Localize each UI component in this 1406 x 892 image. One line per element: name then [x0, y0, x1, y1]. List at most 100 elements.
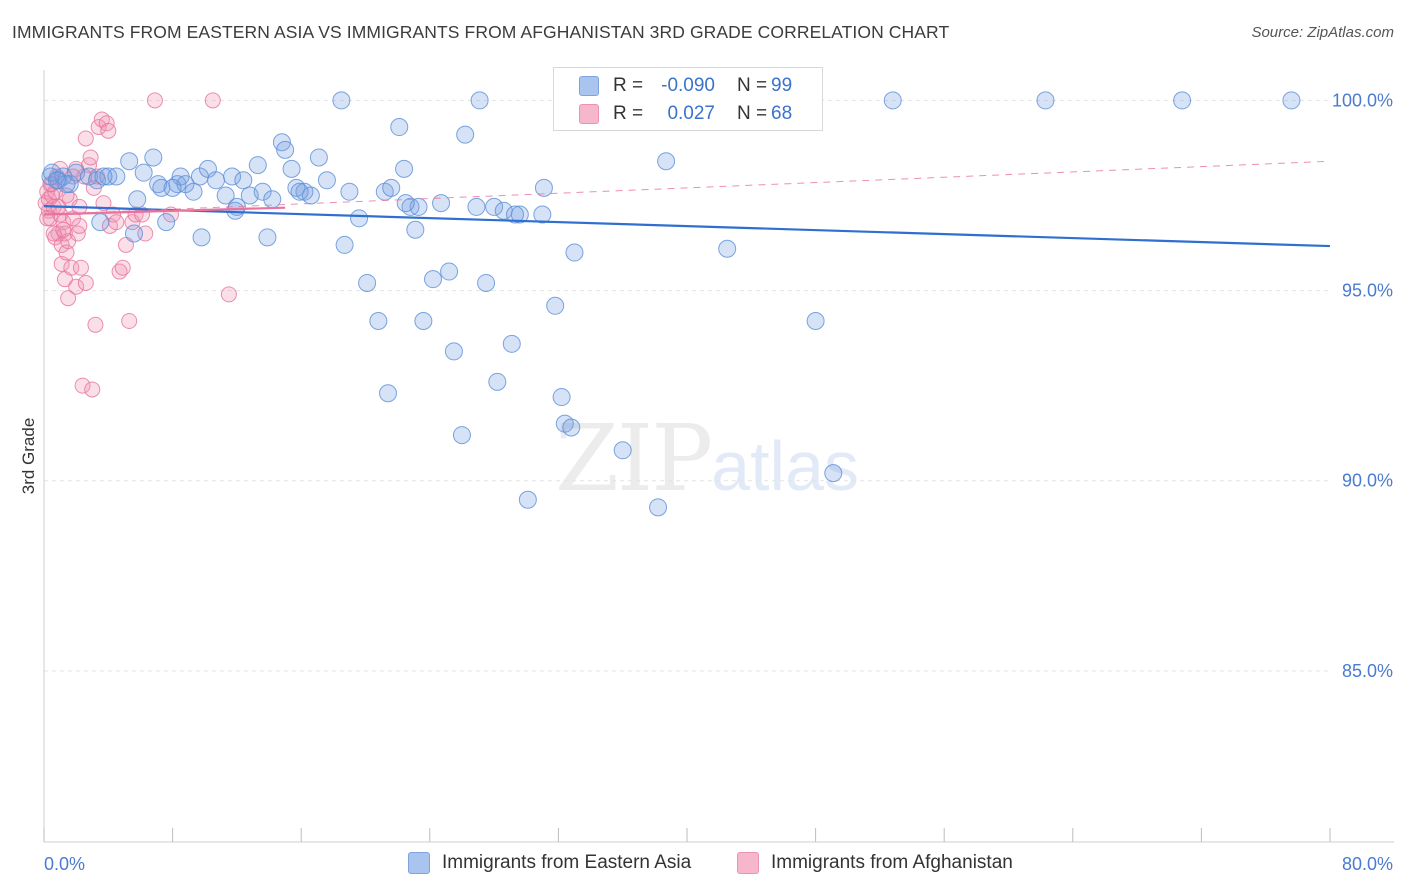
- eastern-asia-point: [414, 311, 433, 330]
- source-label: Source: ZipAtlas.com: [1251, 24, 1394, 41]
- legend-n-label: N =: [737, 75, 768, 96]
- afghanistan-point: [45, 225, 62, 242]
- eastern-asia-point: [163, 178, 182, 197]
- eastern-asia-point: [335, 235, 354, 254]
- eastern-asia-point: [382, 178, 401, 197]
- axis-labels: 85.0% 90.0% 95.0% 100.0% 0.0% 80.0% 3rd Grade: [19, 90, 1393, 874]
- afghanistan-point: [220, 286, 237, 303]
- eastern-asia-trend-line: [43, 205, 1331, 248]
- y-tick-label: 100.0%: [1332, 90, 1393, 110]
- afghanistan-points: [37, 92, 237, 398]
- afghanistan-point: [77, 130, 94, 147]
- eastern-asia-point: [649, 498, 668, 517]
- legend-swatch-blue: [579, 76, 599, 96]
- eastern-asia-point: [502, 334, 521, 353]
- afghanistan-point: [146, 92, 163, 109]
- bottom-legend-label: Immigrants from Eastern Asia: [442, 852, 692, 873]
- afghanistan-point: [60, 290, 77, 307]
- eastern-asia-point: [379, 384, 398, 403]
- watermark-atlas: atlas: [711, 427, 860, 505]
- eastern-asia-point: [718, 239, 737, 258]
- eastern-asia-points: [41, 91, 1301, 517]
- eastern-asia-point: [533, 205, 552, 224]
- watermark: ZIPatlas: [555, 405, 859, 512]
- afghanistan-point: [87, 316, 104, 333]
- eastern-asia-point: [406, 220, 425, 239]
- eastern-asia-point: [470, 91, 489, 110]
- eastern-asia-point: [488, 372, 507, 391]
- eastern-asia-point: [107, 167, 126, 186]
- eastern-asia-point: [505, 205, 524, 224]
- eastern-asia-point: [125, 224, 144, 243]
- afghanistan-point: [72, 259, 89, 276]
- afghanistan-point: [100, 122, 117, 139]
- trend-lines: [43, 160, 1331, 248]
- afghanistan-point: [204, 92, 221, 109]
- eastern-asia-point: [350, 209, 369, 228]
- eastern-asia-point: [562, 418, 581, 437]
- afghanistan-point: [108, 214, 125, 231]
- legend-row-afghanistan: R = 0.027 N = 68: [554, 101, 792, 127]
- afghanistan-point: [82, 149, 99, 166]
- afghanistan-point: [114, 259, 131, 276]
- eastern-asia-point: [510, 205, 529, 224]
- afghanistan-trend-line-extended: [43, 160, 1331, 216]
- eastern-asia-point: [424, 270, 443, 289]
- chart-title: IMMIGRANTS FROM EASTERN ASIA VS IMMIGRAN…: [12, 22, 950, 42]
- bottom-legend-afghanistan: Immigrants from Afghanistan: [737, 852, 1013, 874]
- eastern-asia-point: [565, 243, 584, 262]
- bottom-legend-label: Immigrants from Afghanistan: [771, 852, 1013, 873]
- eastern-asia-point: [157, 213, 176, 232]
- afghanistan-point: [121, 312, 138, 329]
- bottom-legend-swatch-blue: [408, 852, 430, 874]
- afghanistan-point: [74, 377, 91, 394]
- eastern-asia-point: [276, 140, 295, 159]
- afghanistan-trend-line: [43, 206, 286, 216]
- eastern-asia-point: [332, 91, 351, 110]
- eastern-asia-point: [223, 167, 242, 186]
- eastern-asia-point: [120, 152, 139, 171]
- correlation-legend: R = -0.090 N = 99 R = 0.027 N = 68: [553, 67, 823, 131]
- eastern-asia-point: [824, 464, 843, 483]
- eastern-asia-point: [309, 148, 328, 167]
- y-tick-label: 85.0%: [1342, 661, 1393, 681]
- eastern-asia-point: [806, 311, 825, 330]
- bottom-legend-eastern-asia: Immigrants from Eastern Asia: [408, 852, 691, 874]
- eastern-asia-point: [546, 296, 565, 315]
- eastern-asia-point: [290, 182, 309, 201]
- eastern-asia-point: [477, 273, 496, 292]
- legend-n-value: 68: [771, 103, 793, 124]
- afghanistan-point: [77, 274, 94, 291]
- eastern-asia-point: [395, 159, 414, 178]
- eastern-asia-point: [94, 167, 113, 186]
- eastern-asia-point: [134, 163, 153, 182]
- eastern-asia-point: [440, 262, 459, 281]
- eastern-asia-point: [184, 182, 203, 201]
- eastern-asia-point: [396, 194, 415, 213]
- eastern-asia-point: [456, 125, 475, 144]
- eastern-asia-point: [248, 156, 267, 175]
- legend-r-value: -0.090: [661, 75, 715, 96]
- eastern-asia-point: [216, 186, 235, 205]
- legend-n-label: N =: [737, 103, 768, 124]
- eastern-asia-point: [317, 171, 336, 190]
- afghanistan-point: [63, 259, 80, 276]
- legend-row-eastern-asia: R = -0.090 N = 99: [554, 73, 792, 99]
- eastern-asia-point: [390, 118, 409, 137]
- y-axis-label: 3rd Grade: [19, 418, 38, 495]
- eastern-asia-point: [1173, 91, 1192, 110]
- y-tick-label: 90.0%: [1342, 471, 1393, 491]
- eastern-asia-point: [883, 91, 902, 110]
- afghanistan-point: [39, 210, 56, 227]
- eastern-asia-point: [91, 213, 110, 232]
- afghanistan-point: [71, 217, 88, 234]
- eastern-asia-point: [1036, 91, 1055, 110]
- legend-r-label: R =: [613, 103, 644, 124]
- afghanistan-point: [55, 221, 72, 238]
- eastern-asia-point: [467, 197, 486, 216]
- eastern-asia-point: [358, 273, 377, 292]
- eastern-asia-point: [534, 178, 553, 197]
- bottom-legend-swatch-pink: [737, 852, 759, 874]
- x-tick-label: 80.0%: [1342, 854, 1393, 874]
